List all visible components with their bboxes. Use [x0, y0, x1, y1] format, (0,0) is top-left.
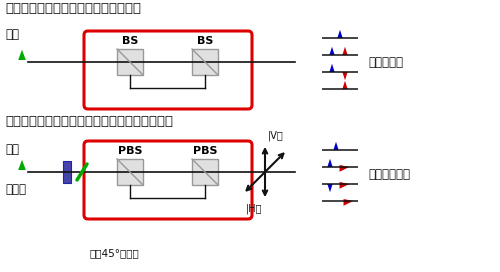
Text: 偏光無依存: 偏光無依存 — [368, 57, 403, 70]
Polygon shape — [18, 50, 26, 60]
Polygon shape — [328, 159, 332, 167]
Text: BS: BS — [122, 36, 138, 46]
Polygon shape — [342, 81, 347, 89]
Polygon shape — [340, 165, 349, 172]
Polygon shape — [342, 72, 347, 80]
Text: 光子: 光子 — [5, 28, 19, 41]
Bar — [192, 159, 218, 185]
Text: 偏光情報重畳: 偏光情報重畳 — [368, 168, 410, 181]
Polygon shape — [338, 30, 342, 38]
Bar — [192, 49, 218, 75]
Text: |V〉: |V〉 — [268, 131, 284, 141]
Polygon shape — [340, 182, 349, 189]
Text: ハイブリッド量子もつれ光源に使用した干渉計: ハイブリッド量子もつれ光源に使用した干渉計 — [5, 115, 173, 128]
Text: 通常の非対象マッハツェンダー干渉計: 通常の非対象マッハツェンダー干渉計 — [5, 2, 141, 15]
Text: 光子: 光子 — [5, 143, 19, 156]
Text: |H〉: |H〉 — [246, 203, 262, 214]
Polygon shape — [330, 64, 334, 72]
Bar — [63, 161, 71, 183]
Bar — [117, 49, 143, 75]
Text: 偏光45°　回転: 偏光45° 回転 — [90, 248, 140, 258]
Polygon shape — [18, 160, 26, 170]
Text: BS: BS — [197, 36, 213, 46]
Polygon shape — [342, 47, 347, 55]
Bar — [117, 159, 143, 185]
Polygon shape — [334, 142, 338, 150]
Text: PBS: PBS — [118, 146, 142, 156]
Text: PBS: PBS — [193, 146, 217, 156]
Polygon shape — [330, 47, 334, 55]
Polygon shape — [344, 199, 353, 206]
Text: 波長板: 波長板 — [5, 183, 26, 196]
Polygon shape — [328, 184, 332, 192]
